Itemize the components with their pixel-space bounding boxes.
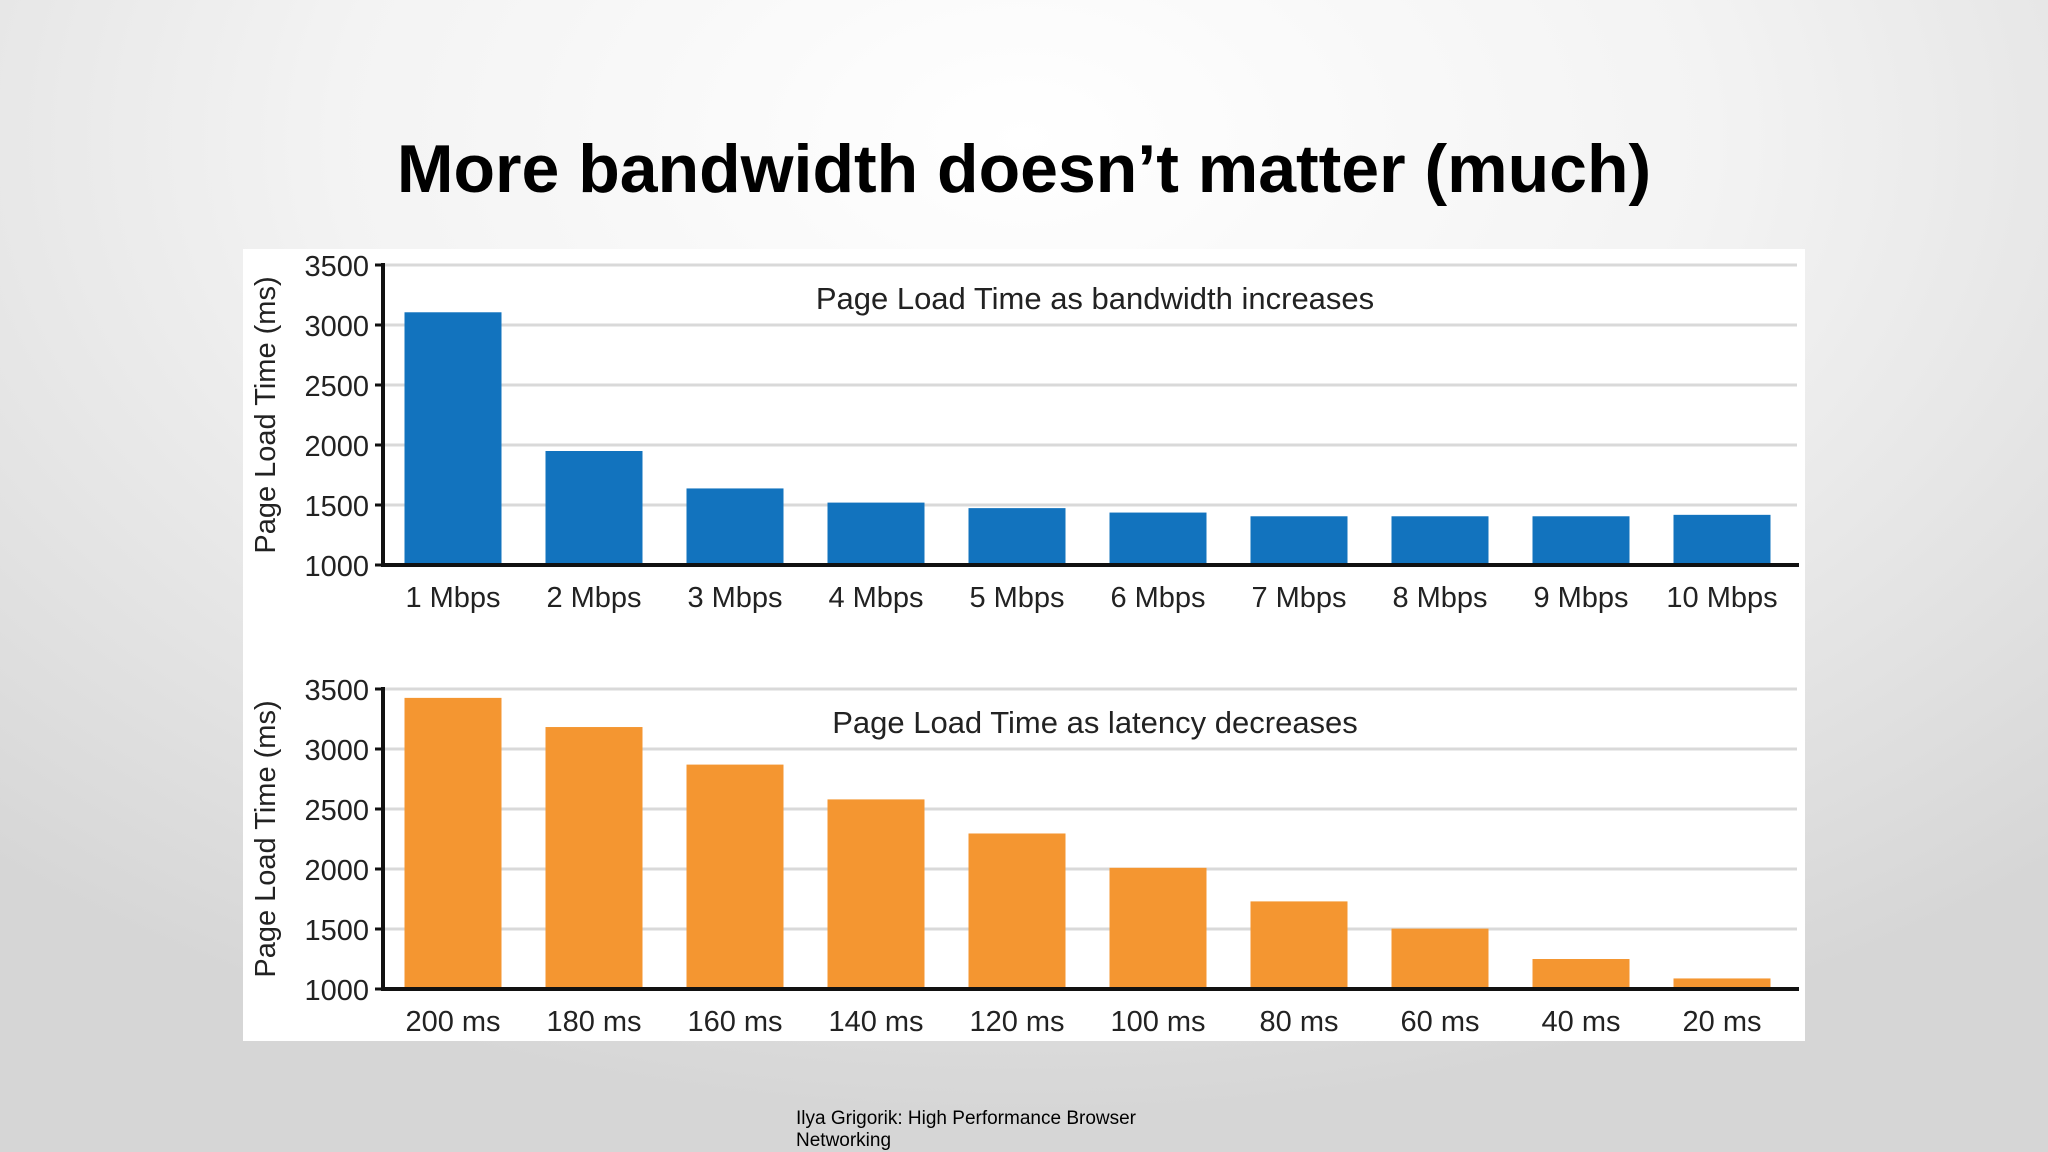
charts-svg: 1000 1500 2000 2500 3000 3500 Page Load Time (… [250,251,1799,1038]
bar [686,764,784,989]
bar [1673,514,1771,565]
source-credit: Ilya Grigorik: High Performance Browser … [796,1108,1136,1151]
x-tick-label: 180 ms [546,1006,641,1038]
bar [1532,516,1630,565]
bar [968,833,1066,989]
bar [545,727,643,989]
y-tick-label: 1000 [304,975,369,1007]
x-tick-label: 140 ms [828,1006,923,1038]
bar [1250,516,1348,565]
x-tick-label: 60 ms [1401,1006,1480,1038]
chart-title: Page Load Time as bandwidth increases [816,281,1374,316]
x-tick-label: 80 ms [1260,1006,1339,1038]
x-tick-label: 4 Mbps [828,582,923,614]
y-tick-label: 2000 [304,855,369,887]
bar [404,697,502,989]
y-tick-label: 3000 [304,311,369,343]
bar [1250,901,1348,989]
bar [827,502,925,565]
y-tick-label: 3500 [304,675,369,707]
x-tick-label: 9 Mbps [1533,582,1628,614]
bar [404,312,502,565]
x-tick-label: 200 ms [405,1006,500,1038]
slide-title: More bandwidth doesn’t matter (much) [396,131,1652,207]
y-tick-label: 2000 [304,431,369,463]
bar [968,508,1066,565]
chart-title: Page Load Time as latency decreases [832,705,1358,740]
x-tick-label: 6 Mbps [1110,582,1205,614]
y-axis-title: Page Load Time (ms) [250,700,282,977]
y-tick-label: 2500 [304,371,369,403]
bar [1109,512,1207,565]
x-tick-label: 160 ms [687,1006,782,1038]
y-tick-label: 1500 [304,915,369,947]
x-tick-label: 7 Mbps [1251,582,1346,614]
x-tick-label: 5 Mbps [969,582,1064,614]
bar [1391,516,1489,565]
bar [1673,978,1771,989]
x-tick-label: 120 ms [969,1006,1064,1038]
bar [686,488,784,565]
y-tick-label: 2500 [304,795,369,827]
bar [1109,867,1207,989]
x-tick-label: 20 ms [1683,1006,1762,1038]
x-tick-label: 2 Mbps [546,582,641,614]
bar [1391,928,1489,989]
x-tick-label: 3 Mbps [687,582,782,614]
y-tick-label: 1000 [304,551,369,583]
chart-panel: 1000 1500 2000 2500 3000 3500 Page Load Time (… [243,249,1805,1041]
bar [545,451,643,565]
y-tick-label: 3500 [304,251,369,283]
y-axis-title: Page Load Time (ms) [250,276,282,553]
bar [827,799,925,989]
bar [1532,959,1630,989]
x-tick-label: 1 Mbps [405,582,500,614]
y-tick-label: 3000 [304,735,369,767]
x-tick-label: 8 Mbps [1392,582,1487,614]
x-tick-label: 40 ms [1542,1006,1621,1038]
x-tick-label: 100 ms [1110,1006,1205,1038]
y-tick-label: 1500 [304,491,369,523]
x-tick-label: 10 Mbps [1666,582,1777,614]
